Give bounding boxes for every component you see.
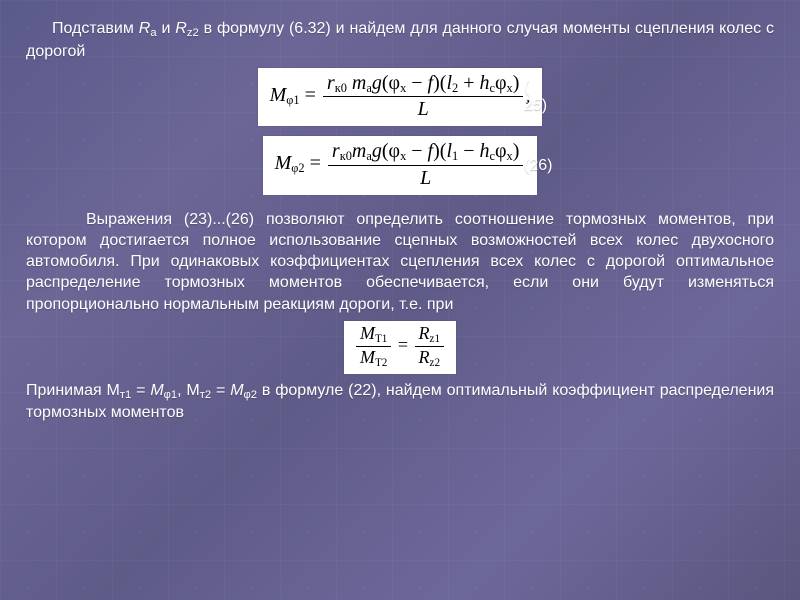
equation-26: Mφ2 = rк0mag(φx − f)(l1 − hcφx) L — [263, 136, 538, 195]
final-paragraph: Принимая Мт1 = Мφ1, Мт2 = Мφ2 в формуле … — [26, 380, 774, 424]
slide-content: Подставим Ra и Rz2 в формулу (6.32) и на… — [0, 0, 800, 600]
equation-26-row: Mφ2 = rк0mag(φx − f)(l1 − hcφx) L (26) — [26, 136, 774, 195]
equation-25: Mφ1 = rк0 mag(φx − f)(l2 + hcφx) L , — [258, 68, 543, 127]
equation-25-row: Mφ1 = rк0 mag(φx − f)(l2 + hcφx) L , (25… — [26, 68, 774, 127]
equation-26-number: (26) — [524, 157, 574, 175]
equation-ratio: MT1 MT2 = Rz1 Rz2 — [344, 321, 456, 374]
equation-25-number: (25) — [524, 79, 574, 116]
equation-ratio-row: MT1 MT2 = Rz1 Rz2 — [26, 321, 774, 374]
intro-paragraph: Подставим Ra и Rz2 в формулу (6.32) и на… — [26, 18, 774, 62]
middle-paragraph: Выражения (23)...(26) позволяют определи… — [26, 209, 774, 315]
